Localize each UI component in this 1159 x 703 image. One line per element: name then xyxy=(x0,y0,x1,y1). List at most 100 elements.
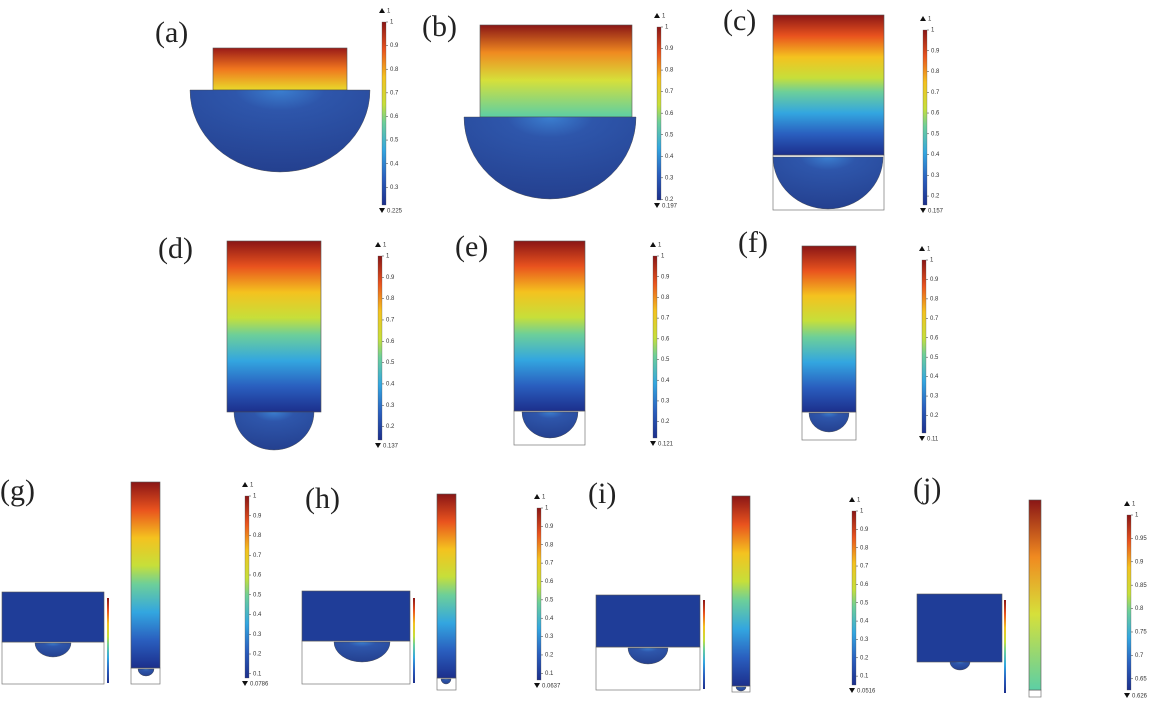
domain xyxy=(801,245,857,413)
colorbar-min: 0.0786 xyxy=(250,682,269,688)
max-arrow xyxy=(919,246,925,251)
tick-label: 0.3 xyxy=(253,632,262,638)
panel: (j) 1 0.626 1 0.95 0.9 0.85 0.8 0.75 0.7 0.65 xyxy=(913,472,1148,700)
panel: (c) 1 0.157 1 0.9 0.8 0.7 0.6 0.5 0.4 0.3 0.2 xyxy=(723,4,944,215)
panel: (f) 1 0.11 1 0.9 0.8 0.7 0.6 0.5 0.4 0.3 0.2 xyxy=(738,226,939,443)
colorbar-min: 0.225 xyxy=(387,209,403,215)
tick-label: 0.3 xyxy=(545,634,554,640)
tick-label: 0.8 xyxy=(386,296,395,302)
colorbar xyxy=(921,259,927,434)
colorbar-min: 0.0637 xyxy=(542,684,561,690)
tick-label: 1 xyxy=(860,509,864,515)
tick-label: 0.8 xyxy=(661,295,670,301)
panel: (e) 1 0.121 1 0.9 0.8 0.7 0.6 0.5 0.4 0.3 0.2 xyxy=(455,230,674,448)
tick-label: 0.6 xyxy=(386,339,395,345)
tick-label: 0.2 xyxy=(860,655,869,661)
tick-label: 0.6 xyxy=(665,111,674,117)
tick-label: 0.5 xyxy=(930,355,939,361)
tick-label: 0.4 xyxy=(930,374,939,380)
tick-label: 1 xyxy=(931,28,935,34)
tick-label: 0.3 xyxy=(390,185,399,191)
domain xyxy=(301,590,411,642)
inset-colorbar xyxy=(1004,600,1006,693)
panel: (a) 1 0.225 1 0.9 0.8 0.7 0.6 0.5 0.4 0.3 xyxy=(155,8,403,215)
colorbar xyxy=(652,255,658,439)
tick-label: 1 xyxy=(545,506,549,512)
tick-label: 0.5 xyxy=(545,597,554,603)
tick-label: 0.5 xyxy=(386,360,395,366)
tick-label: 0.8 xyxy=(390,67,399,73)
colorbar-max: 1 xyxy=(383,243,387,249)
tick-label: 0.3 xyxy=(860,637,869,643)
tick-label: 0.5 xyxy=(860,600,869,606)
inset-colorbar xyxy=(413,598,415,683)
max-arrow xyxy=(242,482,248,487)
tick-label: 0.3 xyxy=(386,403,395,409)
tick-label: 0.7 xyxy=(386,318,395,324)
colorbar-min: 0.0516 xyxy=(857,689,876,695)
colorbar-min: 0.137 xyxy=(383,444,399,450)
half-disc xyxy=(333,641,391,663)
tick-label: 0.85 xyxy=(1135,583,1147,589)
tick-label: 0.3 xyxy=(931,173,940,179)
tick-label: 0.7 xyxy=(661,316,670,322)
panel: (d) 1 0.137 1 0.9 0.8 0.7 0.6 0.5 0.4 0.3 0.2 xyxy=(158,232,399,451)
tick-label: 0.9 xyxy=(253,513,262,519)
min-arrow xyxy=(654,203,660,208)
inset-colorbar xyxy=(703,600,705,689)
tick-label: 0.8 xyxy=(253,533,262,539)
tick-label: 1 xyxy=(253,494,257,500)
tick-label: 0.4 xyxy=(253,612,262,618)
tick-label: 0.4 xyxy=(545,616,554,622)
tick-label: 0.2 xyxy=(545,653,554,659)
domain xyxy=(436,493,457,679)
tick-label: 0.2 xyxy=(661,419,670,425)
domain xyxy=(513,240,586,412)
min-arrow xyxy=(849,688,855,693)
tick-label: 0.4 xyxy=(860,619,869,625)
tick-label: 0.7 xyxy=(1135,653,1144,659)
panel-label: (e) xyxy=(455,230,488,263)
half-disc xyxy=(808,412,850,433)
tick-label: 0.9 xyxy=(1135,559,1144,565)
colorbar xyxy=(377,255,383,441)
half-disc xyxy=(34,642,72,658)
tick-label: 1 xyxy=(390,20,394,26)
min-arrow xyxy=(650,441,656,446)
colorbar-max: 1 xyxy=(658,243,662,249)
tick-label: 0.1 xyxy=(545,671,554,677)
tick-label: 0.8 xyxy=(1135,606,1144,612)
panel-label: (h) xyxy=(305,482,340,515)
tick-label: 0.8 xyxy=(930,296,939,302)
tick-label: 0.4 xyxy=(665,154,674,160)
panel: (i) 1 0.0516 1 0.9 0.8 0.7 0.6 0.5 0.4 0.3 0.2 0.1 xyxy=(588,477,876,695)
tick-label: 0.5 xyxy=(390,138,399,144)
tick-label: 0.2 xyxy=(386,424,395,430)
colorbar xyxy=(1126,514,1132,691)
half-disc xyxy=(233,411,315,451)
outline-box xyxy=(1028,689,1042,698)
min-arrow xyxy=(919,436,925,441)
tick-label: 0.7 xyxy=(390,90,399,96)
domain xyxy=(772,14,885,156)
panel-label: (g) xyxy=(0,474,35,507)
colorbar-max: 1 xyxy=(250,483,254,489)
min-arrow xyxy=(1124,693,1130,698)
min-arrow xyxy=(379,208,385,213)
tick-label: 0.7 xyxy=(860,564,869,570)
half-disc xyxy=(735,686,747,692)
tick-label: 0.75 xyxy=(1135,630,1147,636)
panel-label: (b) xyxy=(422,10,457,43)
half-disc xyxy=(521,411,579,439)
panel-label: (j) xyxy=(913,472,941,505)
tick-label: 0.7 xyxy=(930,316,939,322)
colorbar xyxy=(244,495,250,679)
tick-label: 0.7 xyxy=(665,89,674,95)
min-arrow xyxy=(375,443,381,448)
domain xyxy=(1,591,105,643)
tick-label: 0.8 xyxy=(665,68,674,74)
tick-label: 0.3 xyxy=(930,394,939,400)
colorbar xyxy=(536,507,542,681)
tick-label: 0.9 xyxy=(390,43,399,49)
